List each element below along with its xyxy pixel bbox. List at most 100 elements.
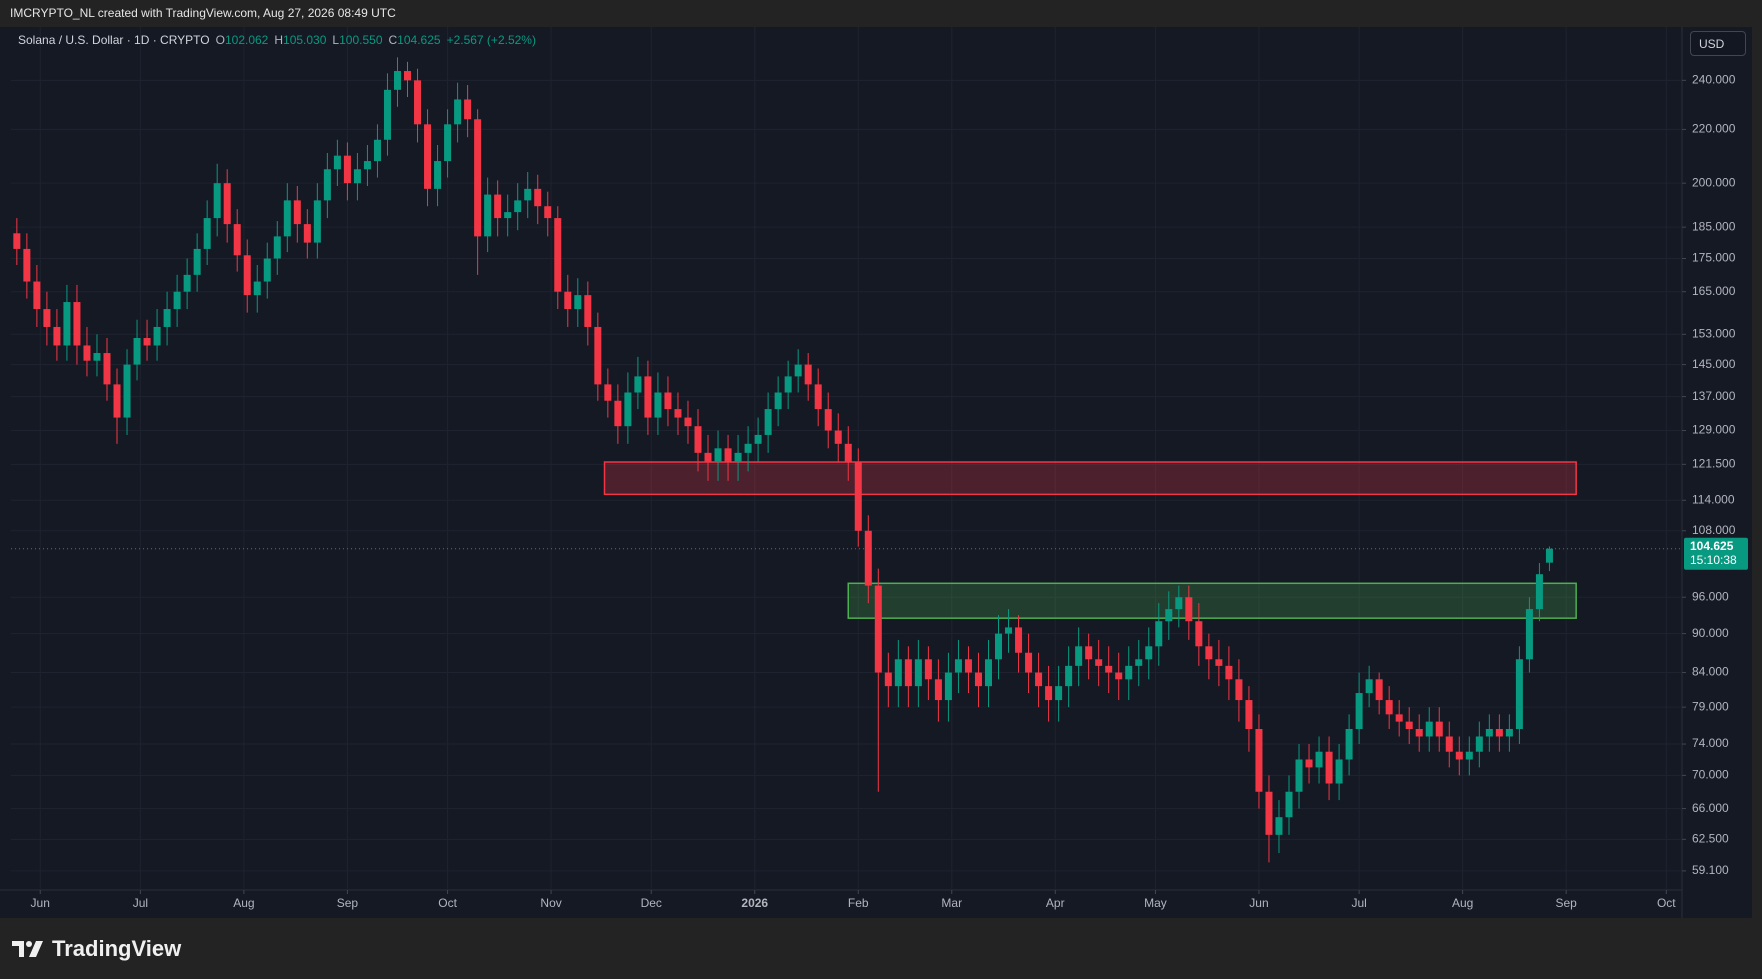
candle-body [1335,759,1343,784]
candle-body [644,376,652,418]
candle-body [253,281,261,296]
candle-body [634,376,642,393]
zone [603,461,1577,496]
candle-body [724,448,732,463]
candle-body [133,337,141,365]
candle-body [954,659,962,673]
candle-body [43,309,51,327]
legend-value: 104.625 [397,33,441,47]
candle-body [1395,714,1403,722]
candle-body [744,443,752,453]
candle-body [624,392,632,427]
candle-body [403,71,412,81]
candle-body [554,218,562,292]
candle-body [163,309,171,327]
legend-value: 102.062 [224,33,269,47]
y-tick-label: 121.500 [1692,457,1736,471]
candle-body [824,409,832,431]
candle-body [714,448,722,463]
candle-body [223,183,231,225]
candle-body [504,212,512,219]
chart-panel [0,27,1752,918]
candle-body [414,80,422,125]
candle-body [1185,597,1193,622]
candle-body [343,155,351,184]
candle-body [263,258,271,282]
candle-body [574,295,582,310]
candle-body [694,426,702,453]
candle-body [303,224,311,243]
candle-body [1195,621,1203,647]
candle-body [524,188,532,201]
candle-body [864,530,872,586]
legend-key: C [388,33,398,47]
y-tick-label: 114.000 [1692,492,1735,506]
y-tick-label: 74.000 [1692,736,1729,750]
candle-body [153,326,161,346]
legend-key: L [332,33,340,47]
candle-body [293,200,301,225]
candle-body [243,255,251,296]
x-tick-label: Nov [540,896,561,910]
candle-body [173,291,181,310]
candle-body [854,462,862,531]
candle-body [434,161,442,189]
candle-body [333,155,341,170]
candle-body [63,302,71,346]
y-tick-label: 90.000 [1692,626,1729,640]
candle-body [995,633,1003,660]
candle-body [13,233,21,249]
currency-button[interactable]: USD [1690,31,1746,56]
candle-body [464,99,472,120]
candle-body [964,659,972,673]
x-tick-label: Mar [941,896,962,910]
symbol: Solana / U.S. Dollar · 1D · CRYPTO [18,33,210,47]
y-tick-label: 66.000 [1692,801,1729,815]
candle-body [1005,627,1013,634]
x-tick-label: Jul [133,896,148,910]
y-tick-label: 96.000 [1692,589,1729,603]
candle-body [484,194,492,237]
countdown: 15:10:38 [1690,553,1737,567]
y-tick-label: 220.000 [1692,122,1736,136]
last-price-label: 104.625 [1690,539,1734,553]
candle-body [1385,700,1393,715]
candle-body [594,326,602,385]
y-tick-label: 240.000 [1692,73,1736,87]
candle-body [1425,721,1433,737]
x-tick-label: 2026 [741,896,768,910]
y-tick-label: 62.500 [1692,831,1729,845]
candle-body [383,89,391,140]
candle-body [123,364,131,418]
candle-body [474,119,482,237]
y-tick-label: 108.000 [1692,523,1736,537]
candle-body [73,302,81,346]
y-tick-label: 137.000 [1692,389,1736,403]
candle-body [1495,729,1503,737]
candle-body [1275,817,1283,835]
candle-body [1525,609,1533,660]
last-price-tag [1684,537,1748,570]
zone [847,582,1577,619]
candle-body [514,200,522,213]
candle-body [1435,721,1443,737]
candle-body [393,71,401,90]
candle-body [103,353,111,385]
candle-body [1155,621,1163,647]
candle-body [1125,665,1133,680]
candle-body [454,99,462,125]
legend: Solana / U.S. Dollar · 1D · CRYPTO O102.0… [18,33,536,47]
y-tick-label: 165.000 [1692,284,1736,298]
candle-body [914,659,922,687]
x-tick-label: Jul [1351,896,1366,910]
candle-body [233,224,241,256]
candle-body [1415,729,1423,737]
candle-body [1015,627,1023,653]
candle-body [664,392,672,410]
x-tick-label: Apr [1046,896,1065,910]
candle-body [203,218,211,249]
candle-body [904,659,912,687]
candle-body [113,384,121,418]
